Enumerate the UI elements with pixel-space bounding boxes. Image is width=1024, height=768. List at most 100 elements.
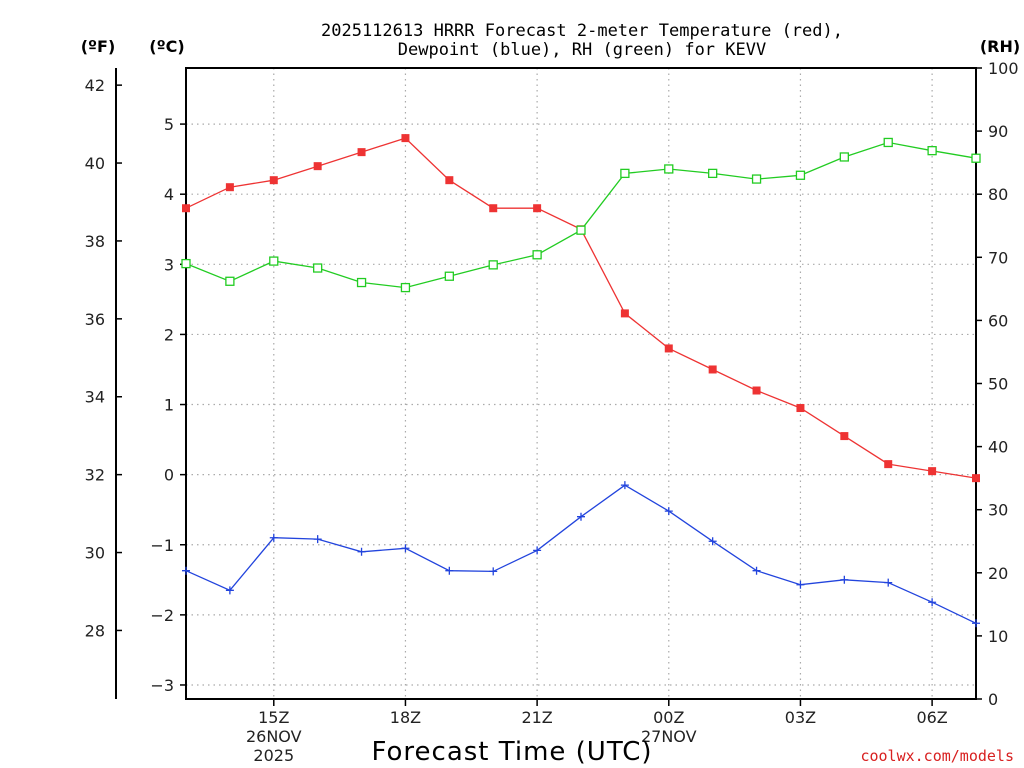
chart-title-line-2: Dewpoint (blue), RH (green) for KEVV <box>398 40 766 60</box>
rh-data-point <box>620 168 630 179</box>
rh-tick-label: 50 <box>988 375 1008 394</box>
fahrenheit-tick-label: 40 <box>85 154 105 173</box>
x-tick-label: 21Z <box>521 708 552 727</box>
celsius-tick-label: −1 <box>150 536 174 555</box>
rh-data-point <box>356 277 367 288</box>
temperature-data-point <box>269 176 278 185</box>
x-tick-label: 06Z <box>916 708 947 727</box>
celsius-unit-label: (ºC) <box>149 37 184 56</box>
series-layer <box>181 134 981 628</box>
dewpoint-data-point <box>225 586 234 595</box>
celsius-tick-label: 2 <box>164 325 174 344</box>
dewpoint-data-point <box>708 537 717 546</box>
x-tick-label: 26NOV <box>246 727 302 746</box>
fahrenheit-unit-label: (ºF) <box>81 37 116 56</box>
x-tick-label: 15Z <box>258 708 289 727</box>
temperature-data-point <box>533 204 542 213</box>
fahrenheit-tick-label: 36 <box>85 310 105 329</box>
credit-link[interactable]: coolwx.com/models <box>860 747 1014 765</box>
rh-data-point <box>927 146 937 156</box>
x-tick-label: 2025 <box>253 746 294 765</box>
celsius-tick-label: −3 <box>150 676 174 695</box>
rh-data-point <box>181 258 191 269</box>
celsius-tick-label: 1 <box>164 396 174 415</box>
dewpoint-data-point <box>489 567 498 576</box>
rh-data-point <box>664 164 674 174</box>
temperature-data-point <box>796 404 805 413</box>
chart-title-line-1: 2025112613 HRRR Forecast 2-meter Tempera… <box>321 21 843 41</box>
dewpoint-data-point <box>533 546 542 555</box>
dewpoint-data-point <box>313 535 322 544</box>
rh-tick-label: 100 <box>988 59 1019 78</box>
rh-tick-label: 70 <box>988 248 1008 267</box>
fahrenheit-tick-label: 38 <box>85 232 105 251</box>
dewpoint-series-line <box>185 484 977 624</box>
dewpoint-data-point <box>884 578 893 587</box>
rh-data-point <box>839 152 849 162</box>
fahrenheit-tick-label: 32 <box>85 466 105 485</box>
temperature-data-point <box>928 467 937 476</box>
axes: −3−2−10123452830323436384042010203040506… <box>85 59 1019 765</box>
temperature-data-point <box>489 204 498 213</box>
rh-data-point <box>751 174 762 184</box>
rh-data-point <box>488 260 498 270</box>
rh-tick-label: 10 <box>988 627 1008 646</box>
temperature-data-point <box>884 460 893 469</box>
fahrenheit-tick-label: 42 <box>85 76 105 95</box>
rh-data-point <box>269 256 279 266</box>
dewpoint-data-point <box>577 512 585 521</box>
x-tick-label: 27NOV <box>641 727 697 746</box>
rh-series-line <box>185 141 977 289</box>
rh-tick-label: 0 <box>988 690 998 709</box>
fahrenheit-tick-label: 34 <box>85 388 105 407</box>
celsius-tick-label: 0 <box>164 466 174 485</box>
rh-data-point <box>576 225 586 235</box>
celsius-tick-label: −2 <box>150 606 174 625</box>
temperature-data-point <box>313 162 322 171</box>
dewpoint-data-point <box>620 481 629 490</box>
dewpoint-data-point <box>182 566 190 575</box>
rh-data-point <box>883 137 893 148</box>
dewpoint-data-point <box>972 619 980 628</box>
x-tick-label: 03Z <box>785 708 816 727</box>
rh-data-point <box>795 170 806 180</box>
temperature-data-point <box>401 134 410 143</box>
temperature-data-point <box>620 309 629 318</box>
dewpoint-data-point <box>928 598 937 607</box>
dewpoint-data-point <box>445 566 454 575</box>
plot-frame <box>185 67 977 700</box>
dewpoint-data-point <box>840 575 849 584</box>
rh-data-point <box>225 276 235 286</box>
rh-data-point <box>532 250 542 260</box>
rh-data-point <box>708 168 718 179</box>
rh-data-point <box>444 271 454 281</box>
x-axis-label: Forecast Time (UTC) <box>371 737 652 767</box>
rh-tick-label: 60 <box>988 311 1008 330</box>
dewpoint-data-point <box>752 566 761 575</box>
rh-tick-label: 80 <box>988 185 1008 204</box>
celsius-tick-label: 4 <box>164 185 174 204</box>
temperature-data-point <box>708 365 717 374</box>
temperature-data-point <box>752 386 761 395</box>
dewpoint-data-point <box>357 547 366 556</box>
dewpoint-data-point <box>401 544 410 553</box>
dewpoint-data-point <box>796 580 805 589</box>
fahrenheit-tick-label: 28 <box>85 621 105 640</box>
fahrenheit-tick-label: 30 <box>85 544 105 563</box>
dewpoint-data-point <box>269 533 278 542</box>
celsius-tick-label: 5 <box>164 115 174 134</box>
rh-data-point <box>313 263 323 273</box>
temperature-data-point <box>972 474 980 483</box>
dewpoint-data-point <box>664 507 673 516</box>
rh-data-point <box>400 282 411 293</box>
temperature-data-point <box>182 204 190 213</box>
x-tick-label: 00Z <box>653 708 684 727</box>
rh-unit-label: (RH) <box>980 37 1020 56</box>
celsius-tick-label: 3 <box>164 255 174 274</box>
temperature-data-point <box>445 176 454 185</box>
rh-tick-label: 20 <box>988 564 1008 583</box>
temperature-data-point <box>357 148 366 157</box>
temperature-series-line <box>185 137 977 479</box>
temperature-data-point <box>225 183 234 192</box>
